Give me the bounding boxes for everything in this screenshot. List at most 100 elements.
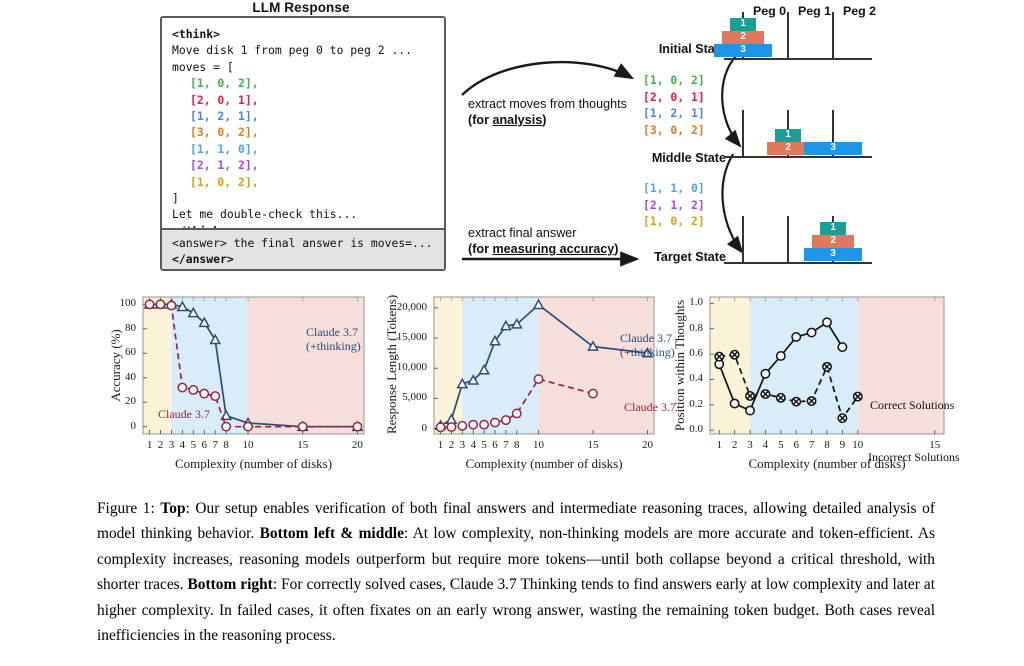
data-point-marker xyxy=(479,419,490,430)
data-point-marker xyxy=(243,421,253,432)
caption-text-1: : Our setup enables verification of both… xyxy=(97,500,935,543)
hanoi-middle-peg-2 xyxy=(832,110,835,156)
data-point-marker xyxy=(760,368,771,379)
extracted-move-item: [2, 1, 2] xyxy=(643,197,705,212)
state-label-target: Target State xyxy=(654,250,726,264)
data-point-marker xyxy=(729,398,740,409)
series-annotation-line1: Claude 3.7 xyxy=(624,400,676,414)
middle-to-target-curve xyxy=(721,153,744,254)
chart-band-0 xyxy=(434,297,463,434)
answer-close-tag: </answer> xyxy=(172,252,234,267)
analysis-underline: analysis xyxy=(492,113,543,127)
x-tick-label: 10 xyxy=(242,439,254,451)
data-point-marker xyxy=(221,421,232,432)
y-tick-label: 100 xyxy=(119,297,137,310)
series-annotation: Claude 3.7 xyxy=(624,400,676,414)
think-line: [2, 1, 2], xyxy=(190,158,259,173)
y-tick-label: 5,000 xyxy=(402,391,427,404)
data-point-marker xyxy=(177,382,188,393)
y-tick-label: 0.0 xyxy=(689,423,703,436)
accuracy-underline: measuring accuracy xyxy=(492,242,615,256)
y-tick-label: 15,000 xyxy=(396,331,427,344)
llm-response-title: LLM Response xyxy=(252,0,350,15)
hanoi-target-disk-3: 3 xyxy=(804,248,863,261)
y-axis-label: Response Length (Tokens) xyxy=(384,294,399,434)
series-annotation-line2: (+thinking) xyxy=(306,339,361,353)
data-point-marker xyxy=(806,327,817,338)
hanoi-middle-peg-0 xyxy=(742,110,745,156)
extract-moves-label: extract moves from thoughts (for analysi… xyxy=(468,96,627,128)
x-tick-label: 15 xyxy=(929,439,941,451)
data-point-marker xyxy=(166,300,177,311)
data-point-marker xyxy=(352,421,363,432)
series-annotation-line1: Claude 3.7 xyxy=(306,325,358,339)
chart-accuracy: 1 2 3 4 5 6 7 8 10 15 20 0 20 40 60 80 100 Complexity (nu… xyxy=(100,288,370,478)
hanoi-middle-disk-2: 2 xyxy=(767,142,810,155)
y-tick-label: 20 xyxy=(125,395,136,408)
hanoi-middle-disk-3: 3 xyxy=(804,142,863,155)
x-tick-label: 2 xyxy=(157,439,164,451)
x-axis-label: Complexity (number of disks) xyxy=(748,456,906,471)
chart-band-2 xyxy=(248,297,364,434)
series-annotation: Incorrect Solutions xyxy=(868,450,960,464)
series-annotation-line1: Incorrect Solutions xyxy=(868,450,960,464)
data-point-marker xyxy=(199,388,210,399)
x-tick-label: 8 xyxy=(824,439,830,451)
state-label-middle: Middle State xyxy=(651,151,726,165)
hanoi-target-peg-1 xyxy=(787,216,790,262)
hanoi-initial-peg-1 xyxy=(787,12,790,58)
caption-bold-bottom-left-middle: Bottom left & middle xyxy=(259,525,404,543)
answer-line-1: <answer> the final answer is moves=... xyxy=(172,235,444,251)
y-tick-label: 20,000 xyxy=(396,300,427,313)
series-annotation-line1: Claude 3.7 xyxy=(620,331,672,345)
data-point-marker xyxy=(468,419,479,430)
chart-svg-response_length xyxy=(433,296,655,435)
hanoi-middle-disk-1: 1 xyxy=(775,129,802,142)
x-tick-label: 7 xyxy=(808,439,815,451)
y-tick-label: 0.2 xyxy=(689,397,703,410)
x-tick-label: 5 xyxy=(481,439,487,451)
llm-response-box: <think> Move disk 1 from peg 0 to peg 2 .… xyxy=(160,16,446,271)
chart-svg-accuracy xyxy=(142,296,365,435)
data-point-marker xyxy=(500,415,511,426)
data-point-marker xyxy=(490,417,500,428)
x-tick-label: 5 xyxy=(190,439,197,451)
series-annotation-line1: Correct Solutions xyxy=(870,398,955,412)
marker-x-stroke xyxy=(746,392,754,400)
data-point-marker xyxy=(144,299,155,310)
marker-x-stroke xyxy=(808,397,816,405)
answer-block: <answer> the final answer is moves=... <… xyxy=(162,228,444,269)
think-line: [1, 2, 1], xyxy=(190,109,259,124)
extract-answer-label-line1: extract final answer xyxy=(468,226,577,240)
y-axis-label: Position within Thoughts xyxy=(672,299,687,432)
series-annotation-line1: Claude 3.7 xyxy=(158,407,210,421)
data-point-marker xyxy=(297,421,308,432)
data-point-marker xyxy=(176,300,189,312)
chart-position-within-thoughts: 1 2 3 4 5 6 7 8 9 10 15 0.0 0.2 0.4 0.6 0.8 1.0 Complexit… xyxy=(662,288,960,478)
data-point-marker xyxy=(188,385,199,395)
y-tick-label: 10,000 xyxy=(396,361,427,374)
think-line: [1, 0, 2], xyxy=(190,174,259,189)
data-point-marker xyxy=(511,408,522,419)
hanoi-target-base xyxy=(724,262,872,265)
chart-band-0 xyxy=(143,297,172,434)
chart-band-1 xyxy=(171,297,249,434)
data-point-marker xyxy=(489,334,501,346)
y-tick-label: 0 xyxy=(421,421,428,434)
think-line: Let me double-check this... xyxy=(172,207,358,222)
caption-bold-bottom-right: Bottom right xyxy=(187,576,273,594)
data-point-marker xyxy=(837,342,848,353)
think-line: Move disk 1 from peg 0 to peg 2 ... xyxy=(172,43,413,58)
think-line: moves = [ xyxy=(172,59,234,74)
extract-answer-label-line2: (for measuring accuracy) xyxy=(468,242,619,256)
y-tick-label: 80 xyxy=(125,321,136,334)
caption-bold-top: Top xyxy=(160,500,186,517)
x-tick-label: 15 xyxy=(587,439,599,451)
marker-x-stroke xyxy=(731,351,739,359)
hanoi-initial-peg-2 xyxy=(832,12,835,58)
think-line: [3, 0, 2], xyxy=(190,125,259,140)
x-tick-label: 1 xyxy=(437,439,444,451)
x-tick-label: 2 xyxy=(731,439,738,451)
extracted-move-item: [1, 1, 0] xyxy=(643,181,705,195)
peg-0-label: Peg 0 xyxy=(753,4,787,18)
